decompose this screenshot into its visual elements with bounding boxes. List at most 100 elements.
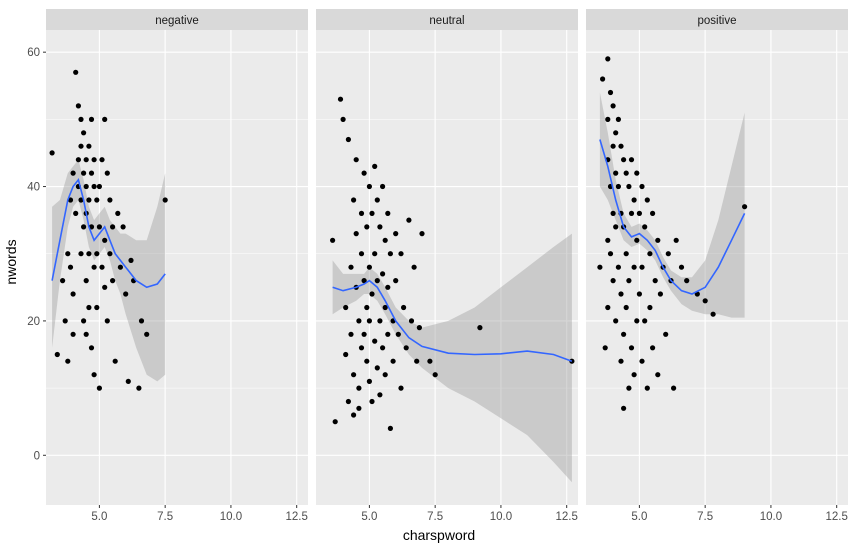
data-point [642, 224, 648, 230]
data-point [613, 170, 619, 176]
data-point [351, 412, 357, 418]
data-point [115, 210, 121, 216]
data-point [366, 378, 372, 384]
data-point [610, 143, 616, 149]
data-point [369, 398, 375, 405]
data-point [107, 251, 113, 257]
data-point [340, 116, 346, 122]
data-point [372, 163, 378, 169]
facet-strip-label: negative [155, 15, 198, 27]
facet-panel-positive: positive 5.0 7.5 10.0 12.5 [586, 9, 848, 523]
data-point [49, 150, 55, 156]
data-point [393, 278, 399, 284]
data-point [605, 56, 611, 62]
data-point [136, 385, 142, 391]
data-point [639, 358, 645, 364]
data-point [605, 304, 611, 311]
data-point [358, 345, 365, 351]
data-point [390, 358, 396, 364]
data-point [102, 116, 108, 122]
x-tick-label: 7.5 [697, 511, 713, 523]
data-point [615, 116, 622, 122]
data-point [639, 264, 645, 270]
data-point [374, 278, 380, 284]
data-point [62, 318, 68, 324]
data-point [78, 143, 84, 149]
data-point [610, 210, 616, 216]
data-point [377, 392, 383, 398]
data-point [353, 231, 359, 237]
data-point [361, 170, 367, 176]
data-point [372, 338, 378, 344]
data-point [657, 291, 664, 297]
data-point [377, 318, 383, 324]
data-point [73, 69, 79, 75]
data-point [88, 345, 95, 351]
data-point [94, 251, 100, 257]
data-point [107, 197, 113, 203]
data-point [621, 405, 627, 411]
data-point [597, 264, 603, 270]
y-tick-label: 40 [27, 182, 40, 194]
data-point [353, 157, 359, 163]
x-tick-label: 10.0 [760, 511, 782, 523]
facet-strip-label: neutral [429, 15, 464, 27]
x-tick-label: 7.5 [427, 511, 443, 523]
data-point [398, 251, 404, 257]
facet-strip [316, 9, 578, 30]
data-point [366, 264, 372, 270]
data-point [351, 372, 357, 378]
smooth-line [599, 139, 746, 295]
data-point [621, 157, 627, 163]
data-point [382, 304, 388, 311]
smooth-line [51, 178, 166, 289]
data-point [78, 116, 84, 122]
x-tick-label: 12.5 [825, 511, 847, 523]
data-point [364, 304, 370, 311]
data-point [78, 197, 84, 203]
x-tick-label: 5.0 [631, 511, 647, 523]
x-tick-label: 12.5 [555, 511, 577, 523]
data-point [83, 278, 89, 284]
facet-panel-neutral: neutral 5.0 7.5 10.0 12.5 [316, 9, 578, 523]
data-point [348, 264, 354, 270]
data-point [96, 385, 102, 391]
data-point [631, 264, 637, 270]
x-tick-label: 12.5 [285, 511, 307, 523]
data-point [380, 271, 386, 277]
data-point [615, 264, 622, 270]
data-point [621, 331, 627, 337]
data-point [652, 278, 658, 284]
data-point [96, 224, 102, 230]
data-point [663, 331, 669, 337]
data-point [94, 197, 100, 203]
data-point [361, 331, 367, 337]
data-point [613, 224, 619, 230]
x-axis-title: charspword [403, 527, 475, 543]
data-point [348, 331, 354, 337]
data-point [678, 264, 685, 270]
data-point [73, 210, 79, 216]
data-point [117, 264, 123, 270]
data-point [613, 318, 619, 324]
data-point [602, 345, 608, 351]
data-point [650, 210, 656, 216]
y-tick-label: 20 [27, 316, 40, 328]
x-tick-label: 10.0 [490, 511, 512, 523]
data-point [70, 170, 76, 176]
data-point [401, 304, 407, 311]
data-point [393, 231, 399, 237]
data-point [75, 103, 81, 109]
data-point [613, 130, 619, 136]
data-point [110, 224, 116, 230]
data-point [650, 345, 656, 351]
data-point [607, 89, 614, 96]
data-point [83, 331, 89, 337]
data-point [605, 116, 611, 122]
data-point [644, 197, 650, 203]
data-point [67, 264, 74, 270]
data-point [385, 284, 391, 290]
data-point [343, 304, 349, 311]
confidence-band [599, 92, 745, 318]
data-point [615, 183, 622, 190]
